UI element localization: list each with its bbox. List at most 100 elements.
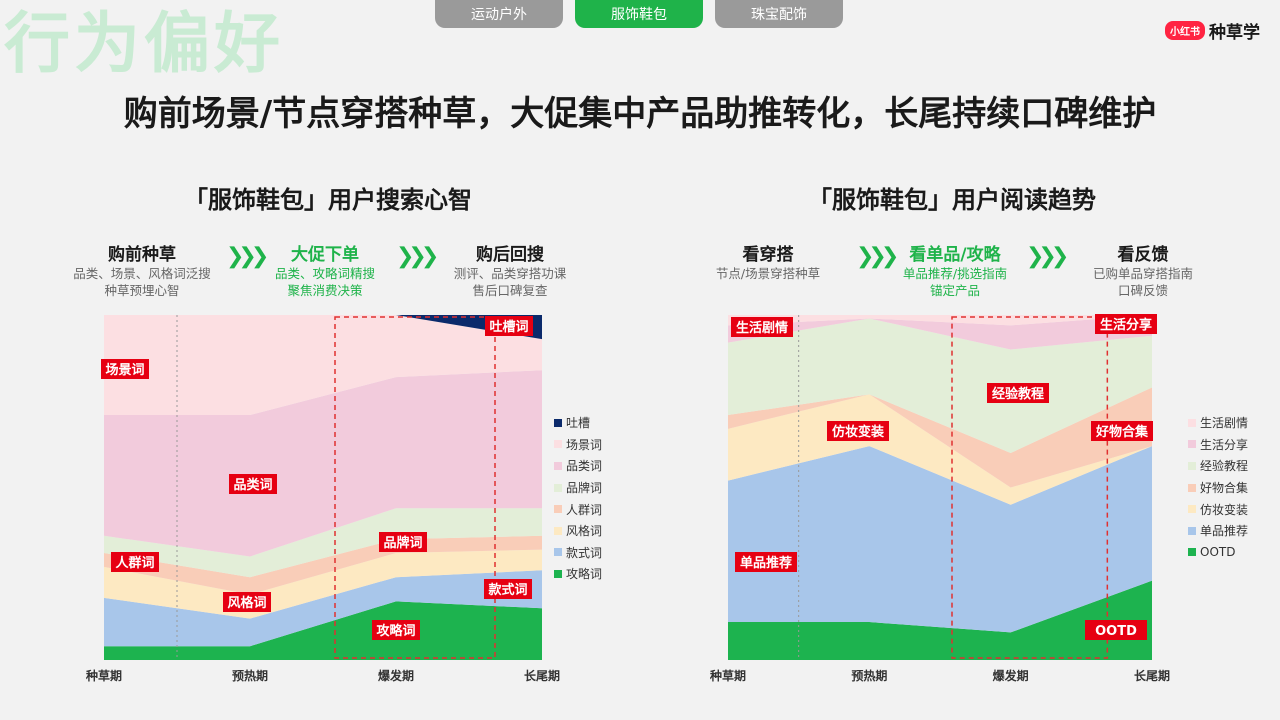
legend-swatch (554, 483, 562, 492)
legend-swatch (554, 440, 562, 449)
legend-swatch (554, 418, 562, 427)
annotation-bg (372, 620, 420, 640)
stage-sub: 种草预埋心智 (104, 283, 180, 298)
legend-label: 好物合集 (1200, 481, 1249, 496)
annotation-bg (987, 383, 1049, 403)
watermark-title: 行为偏好 (4, 5, 284, 82)
legend-label: 风格词 (566, 524, 603, 539)
right-stage-1: 看穿搭 节点/场景穿搭种草 (688, 240, 848, 282)
legend-label: 场景词 (566, 437, 603, 452)
annotation-label: 攻略词 (376, 623, 415, 639)
area-款式词 (104, 570, 542, 647)
x-tick-label: 长尾期 (524, 668, 560, 683)
area-风格词 (104, 549, 542, 619)
legend-item: 风格词 (554, 520, 602, 542)
stage-sub: 品类、攻略词精搜 (274, 266, 375, 281)
right-stage-2: 看单品/攻略 单品推荐/挑选指南 锚定产品 (875, 240, 1035, 299)
stage-sub: 聚焦消费决策 (287, 283, 363, 298)
chevron-right-icon: ❯❯❯ (1026, 244, 1069, 269)
annotation-bg (101, 359, 149, 379)
legend-item: 人群词 (554, 498, 602, 520)
annotation-label: 款式词 (488, 582, 527, 598)
annotation-bg (827, 421, 889, 441)
right-stage-3: 看反馈 已购单品穿搭指南 口碑反馈 (1063, 240, 1223, 299)
annotation-bg (735, 552, 797, 572)
brand-name: 种草学 (1209, 23, 1260, 43)
legend-label: 攻略词 (566, 567, 603, 582)
area-品类词 (104, 370, 542, 557)
legend-swatch (554, 526, 562, 535)
legend-label: 经验教程 (1200, 459, 1249, 474)
annotation-label: 场景词 (105, 363, 144, 378)
annotation-bg (229, 474, 277, 494)
area-人群词 (104, 535, 542, 595)
stage-title: 看反馈 (1117, 245, 1169, 265)
annotation-bg (1085, 620, 1147, 640)
chevron-right-icon: ❯❯❯ (226, 244, 269, 269)
annotation-label: 品牌词 (383, 535, 422, 551)
annotation-label: 生活分享 (1100, 317, 1152, 333)
annotation-bg (731, 317, 793, 337)
right-panel-title: 「服饰鞋包」用户阅读趋势 (808, 186, 1096, 214)
annotation-bg (223, 592, 271, 612)
annotation-label: 经验教程 (992, 386, 1044, 402)
annotation-label: 人群词 (115, 555, 154, 571)
legend-label: 人群词 (566, 502, 603, 517)
annotation-label: 生活剧情 (736, 320, 788, 336)
legend-item: 仿妆变装 (1188, 498, 1248, 520)
legend-label: 生活剧情 (1200, 416, 1249, 431)
area-品牌词 (104, 508, 542, 578)
tab-outdoor[interactable]: 运动户外 (435, 0, 563, 28)
legend-item: 单品推荐 (1188, 520, 1248, 542)
area-生活分享 (728, 315, 1152, 350)
reading-chart-legend: 生活剧情生活分享经验教程好物合集仿妆变装单品推荐 OOTD (1188, 412, 1248, 563)
legend-swatch (1188, 526, 1196, 535)
legend-item: 经验教程 (1188, 455, 1248, 477)
stage-sub: 口碑反馈 (1117, 283, 1168, 298)
left-panel-title: 「服饰鞋包」用户搜索心智 (184, 186, 472, 214)
legend-label: 品类词 (566, 459, 603, 474)
legend-item: 吐槽 (554, 412, 602, 434)
legend-label: OOTD (1200, 545, 1236, 560)
legend-label: 单品推荐 (1200, 524, 1249, 539)
legend-swatch (554, 461, 562, 470)
search-chart-legend: 吐槽 场景词 品类词 品牌词 人群词 风格词 款式词 攻略词 (554, 412, 602, 585)
annotation-label: 风格词 (227, 595, 266, 611)
annotation-bg (485, 316, 533, 336)
area-场景词 (104, 315, 542, 416)
page-headline: 购前场景/节点穿搭种草，大促集中产品助推转化，长尾持续口碑维护 (123, 94, 1157, 134)
stage-title: 看穿搭 (742, 245, 794, 265)
x-tick-label: 种草期 (85, 668, 122, 683)
annotation-label: 品类词 (233, 477, 272, 493)
area-OOTD (728, 580, 1152, 660)
stage-sub: 测评、品类穿搭功课 (453, 266, 567, 281)
legend-swatch (1188, 505, 1196, 514)
legend-label: 生活分享 (1200, 437, 1249, 452)
stage-title: 大促下单 (291, 245, 359, 265)
highlight-box (951, 316, 1109, 659)
tab-apparel[interactable]: 服饰鞋包 (575, 0, 703, 28)
x-tick-label: 爆发期 (993, 668, 1029, 683)
annotation-bg (1095, 314, 1157, 334)
x-tick-label: 长尾期 (1134, 668, 1170, 683)
stage-sub: 已购单品穿搭指南 (1092, 266, 1193, 281)
legend-swatch (1188, 440, 1196, 449)
annotation-label: OOTD (1095, 624, 1137, 639)
legend-label: 仿妆变装 (1200, 502, 1249, 517)
left-stage-1: 购前种草 品类、场景、风格词泛搜 种草预埋心智 (62, 240, 222, 299)
stage-sub: 节点/场景穿搭种草 (715, 266, 821, 281)
left-stage-3: 购后回搜 测评、品类穿搭功课 售后口碑复查 (430, 240, 590, 299)
area-单品推荐 (728, 446, 1152, 633)
legend-item: 品类词 (554, 455, 602, 477)
legend-item: 生活剧情 (1188, 412, 1248, 434)
stage-sub: 锚定产品 (929, 283, 980, 298)
x-tick-label: 预热期 (232, 668, 268, 683)
category-tabs: 运动户外 服饰鞋包 珠宝配饰 (435, 0, 843, 28)
brand-badge: 小红书 (1165, 21, 1205, 40)
annotation-bg (379, 532, 427, 552)
legend-item: 攻略词 (554, 563, 602, 585)
tab-jewelry[interactable]: 珠宝配饰 (715, 0, 843, 28)
legend-item: 场景词 (554, 434, 602, 456)
stage-sub: 售后口碑复查 (472, 283, 548, 298)
